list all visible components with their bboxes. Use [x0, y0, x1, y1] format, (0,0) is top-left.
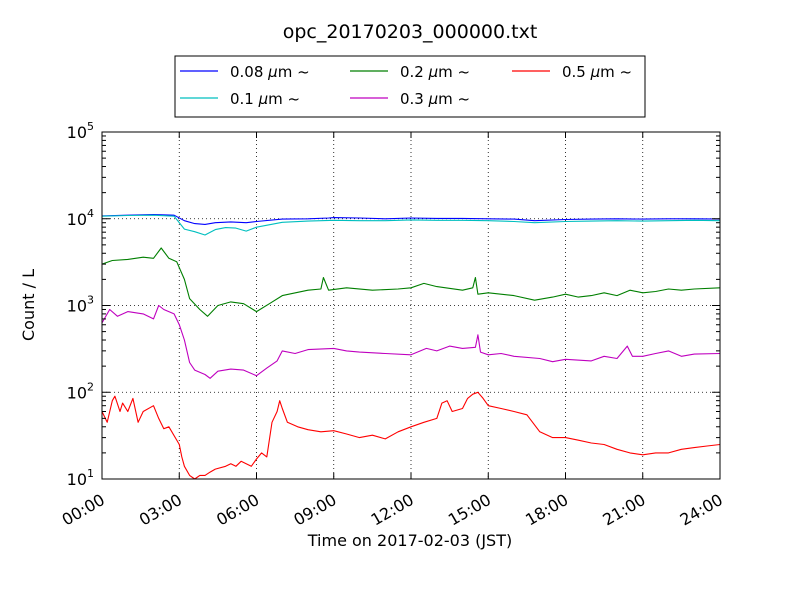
series-line-2 — [101, 247, 721, 317]
x-tick-label: 18:00 — [522, 490, 571, 530]
legend-label-1: 0.1 μm ~ — [230, 90, 300, 108]
tick-layer: 00:00 03:00 06:00 09:00 12:00 15:00 18:00 21:00… — [59, 120, 726, 530]
y-tick-label: 102 — [67, 380, 94, 402]
legend-label-0: 0.08 μm ~ — [230, 63, 310, 81]
series-line-4 — [101, 391, 721, 480]
x-tick-label: 21:00 — [599, 490, 648, 530]
legend: 0.08 μm ~ 0.1 μm ~ 0.2 μm ~ 0.3 μm ~ 0.5 μm … — [174, 55, 646, 118]
legend-label-4: 0.5 μm ~ — [562, 63, 632, 81]
series-line-1 — [101, 214, 721, 236]
x-tick-label: 03:00 — [136, 490, 185, 530]
y-tick-label: 103 — [67, 294, 94, 316]
x-tick-label: 09:00 — [290, 490, 339, 530]
x-tick-label: 06:00 — [213, 490, 262, 530]
series-line-0 — [101, 213, 721, 225]
y-tick-label: 101 — [67, 467, 94, 489]
legend-label-2: 0.2 μm ~ — [400, 63, 470, 81]
y-axis-label: Count / L — [19, 269, 38, 341]
legend-label-3: 0.3 μm ~ — [400, 90, 470, 108]
legend-frame — [174, 55, 646, 118]
x-tick-label: 00:00 — [59, 490, 108, 530]
chart-title: opc_20170203_000000.txt — [283, 21, 538, 43]
x-tick-label: 12:00 — [368, 490, 417, 530]
grid-layer — [102, 132, 720, 479]
x-axis-label: Time on 2017-02-03 (JST) — [307, 531, 512, 550]
series-line-3 — [101, 304, 721, 379]
y-tick-label: 105 — [67, 120, 94, 142]
y-tick-label: 104 — [67, 207, 94, 229]
x-tick-label: 15:00 — [445, 490, 494, 530]
x-tick-label: 24:00 — [677, 490, 726, 530]
series-layer — [101, 213, 721, 480]
